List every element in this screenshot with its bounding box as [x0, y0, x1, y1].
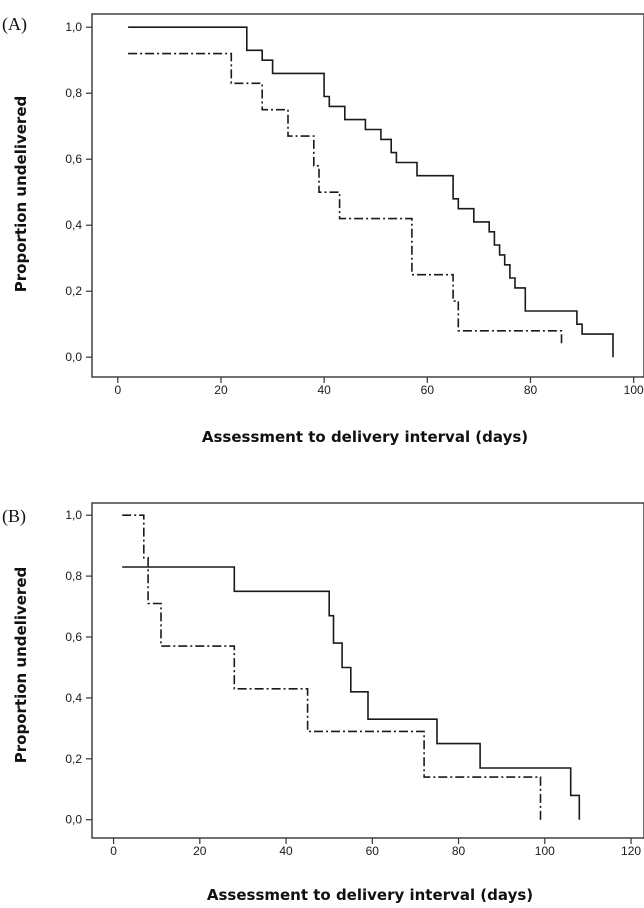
panel-b-x-tick-label: 120 [621, 844, 641, 858]
panel-a-chart: (A) Proportion undelivered Assessment to… [2, 13, 644, 446]
panel-b-x-tick-label: 0 [110, 844, 117, 858]
panel-b-series-solid-line [122, 566, 581, 820]
panel-b-x-tick-label: 100 [535, 844, 555, 858]
panel-b-y-tick-label: 0,0 [65, 813, 82, 827]
panel-b-y-tick-label: 0,6 [65, 630, 82, 644]
panel-a-y-tick-label: 1,0 [65, 20, 82, 34]
panel-b-plot-frame [91, 502, 644, 839]
panel-b-y-axis-title: Proportion undelivered [12, 567, 30, 763]
panel-a-y-tick-label: 0,2 [65, 284, 82, 298]
panel-a-label: (A) [2, 14, 27, 35]
panel-a-y-tick-label: 0,0 [65, 350, 82, 364]
panel-a-x-tick-label: 40 [317, 383, 331, 397]
panel-b-chart: (B) Proportion undelivered Assessment to… [2, 502, 644, 904]
panel-b-x-axis-title: Assessment to delivery interval (days) [207, 886, 533, 904]
panel-a-series-solid-line [128, 26, 614, 358]
panel-b-x-tick-label: 60 [366, 844, 380, 858]
panel-b-x-tick-label: 80 [452, 844, 466, 858]
panel-b-x-tick-label: 20 [193, 844, 207, 858]
panel-b-y-tick-label: 0,4 [65, 691, 82, 705]
panel-a-x-tick-label: 0 [114, 383, 121, 397]
panel-b-series-dash-dot-line [122, 514, 542, 820]
panel-a-x-axis-title: Assessment to delivery interval (days) [202, 428, 528, 446]
panel-b-y-tick-label: 0,8 [65, 569, 82, 583]
panel-b-y-tick-label: 1,0 [65, 508, 82, 522]
panel-a-x-tick-label: 80 [524, 383, 538, 397]
panel-b-y-tick-label: 0,2 [65, 752, 82, 766]
panel-a-x-tick-label: 60 [421, 383, 435, 397]
panel-a-series-dash-dot-line [128, 52, 563, 344]
panel-a-y-tick-label: 0,8 [65, 86, 82, 100]
panel-a-plot-frame [91, 13, 644, 378]
panel-a-x-tick-label: 20 [214, 383, 228, 397]
panel-a-y-axis-title: Proportion undelivered [12, 96, 30, 292]
panel-b-label: (B) [2, 506, 26, 527]
panel-a-y-tick-label: 0,6 [65, 152, 82, 166]
panel-a-x-tick-label: 100 [624, 383, 644, 397]
panel-b-x-tick-label: 40 [279, 844, 293, 858]
panel-a-y-tick-label: 0,4 [65, 218, 82, 232]
